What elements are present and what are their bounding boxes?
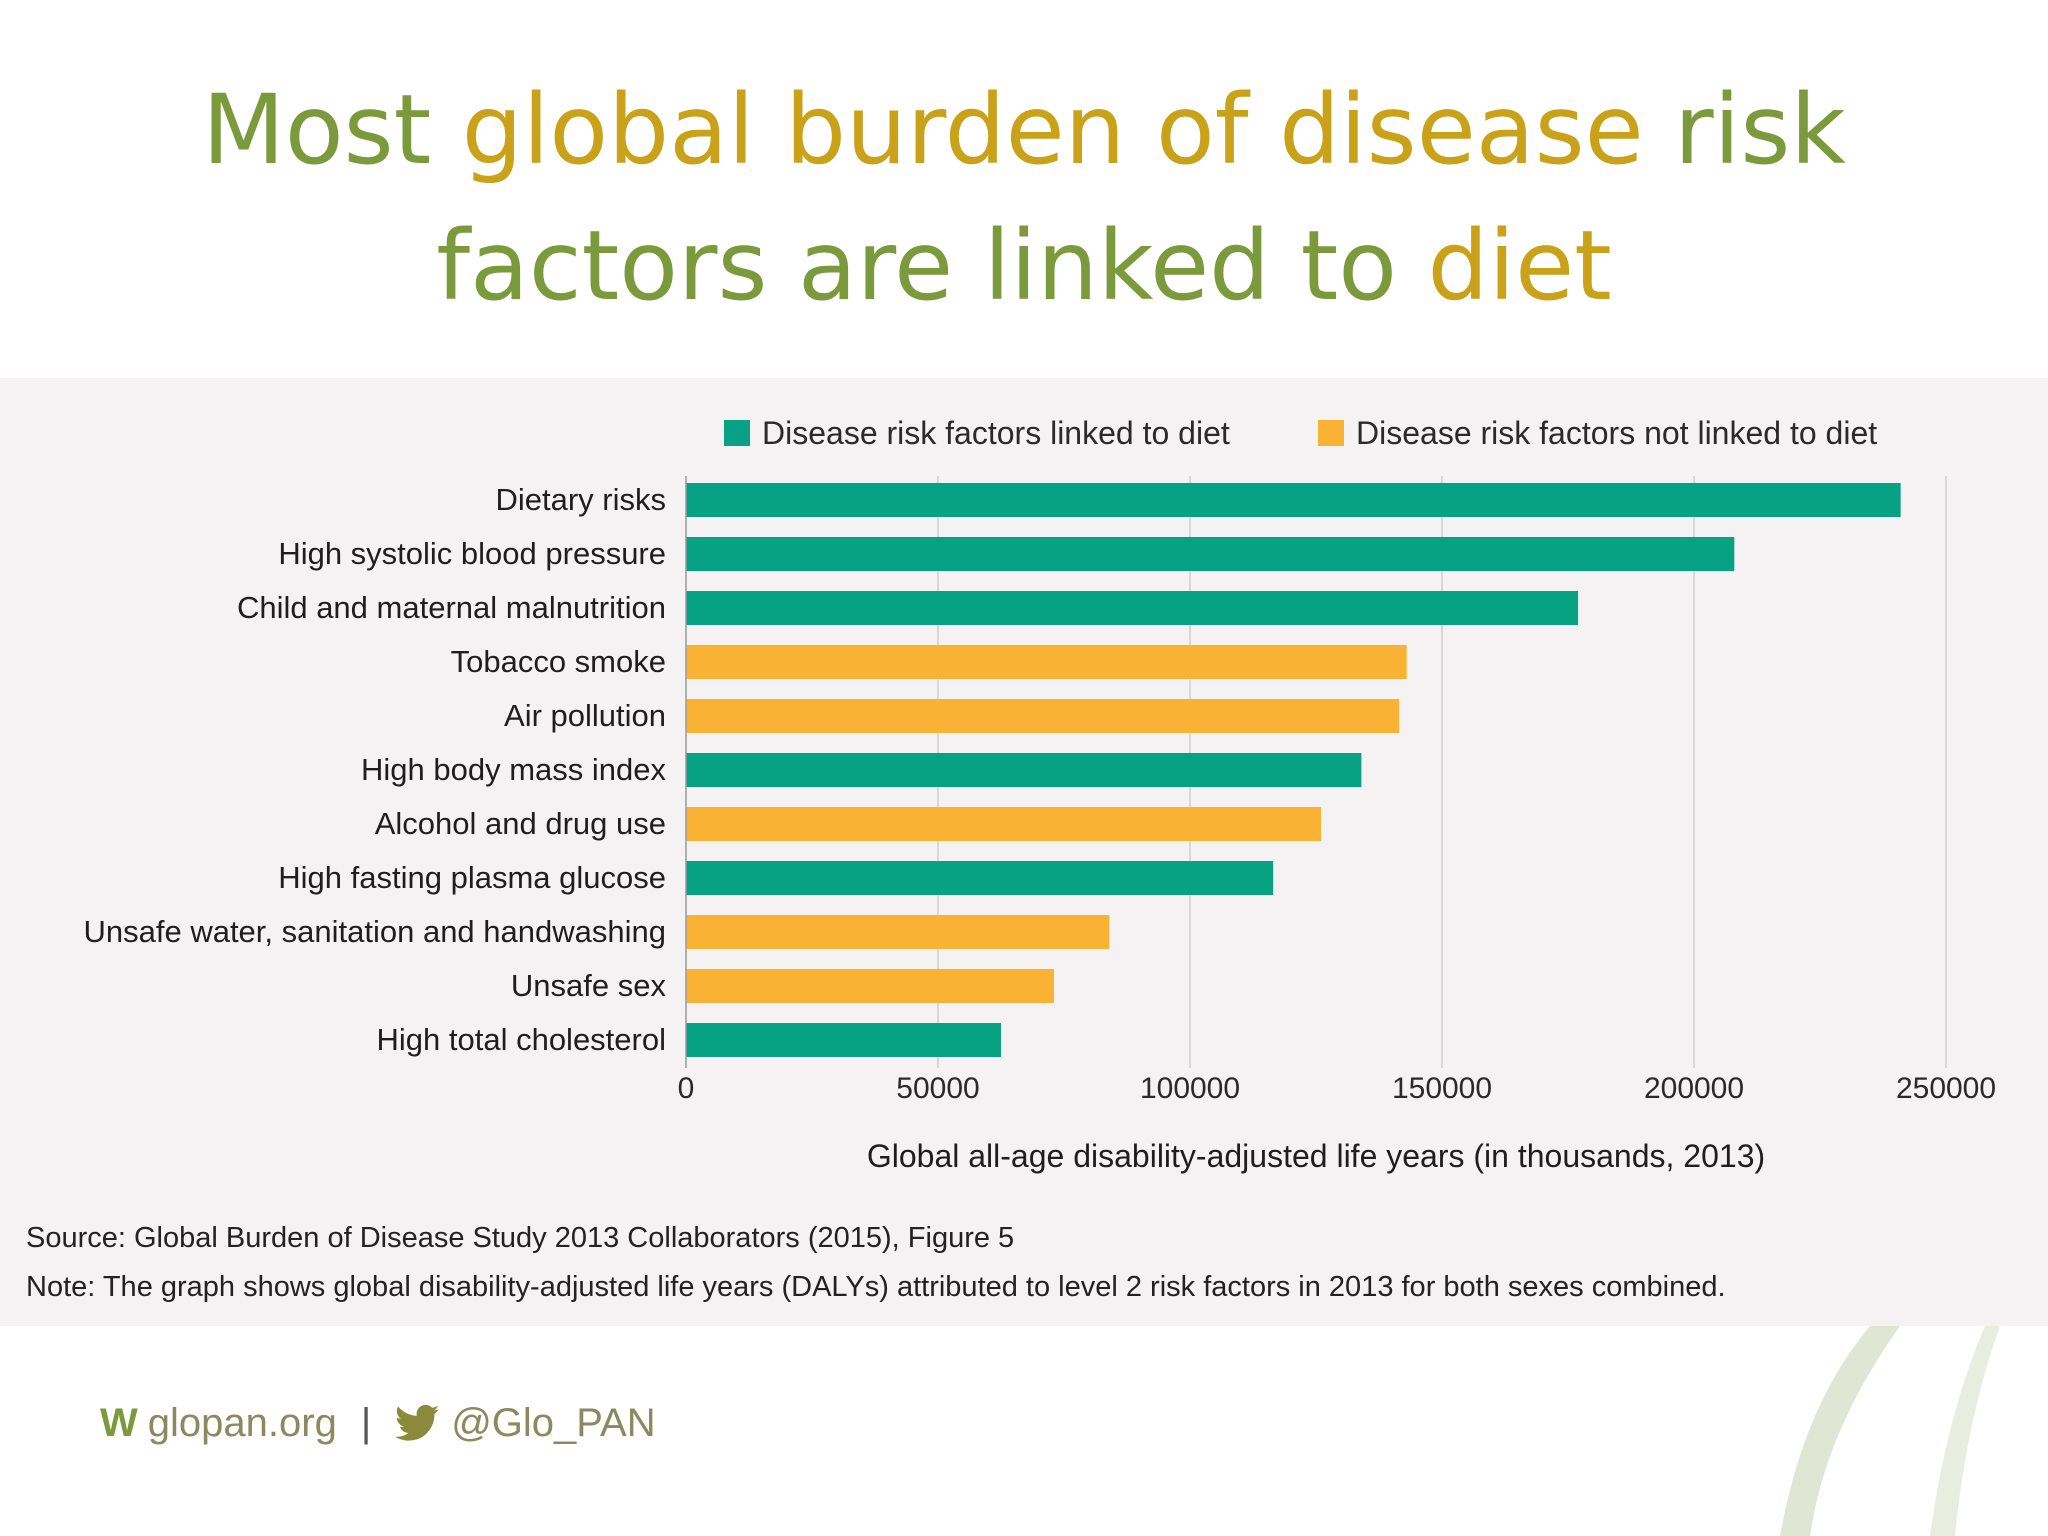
category-label: High fasting plasma glucose <box>278 860 666 895</box>
title-line-1: Most global burden of disease risk <box>0 62 2048 198</box>
footer: W glopan.org | @Glo_PAN <box>100 1395 656 1451</box>
category-label: Alcohol and drug use <box>374 806 666 841</box>
x-tick-label: 50000 <box>896 1072 980 1105</box>
title-text: factors are linked to <box>436 210 1428 322</box>
title-line-2: factors are linked to diet <box>0 198 2048 334</box>
category-label: Tobacco smoke <box>450 644 666 679</box>
title-highlight: global burden of disease <box>461 74 1644 186</box>
x-tick-label: 150000 <box>1391 1072 1493 1105</box>
x-tick-label: 0 <box>677 1072 695 1105</box>
legend-swatch-not-diet <box>1318 420 1344 446</box>
bar-high-fasting-plasma-glucose <box>686 861 1274 895</box>
category-label: High systolic blood pressure <box>278 536 666 571</box>
bar-alcohol-and-drug-use <box>686 807 1322 841</box>
legend-label-diet: Disease risk factors linked to diet <box>762 414 1230 451</box>
twitter-handle[interactable]: @Glo_PAN <box>451 1400 656 1445</box>
source-note: Source: Global Burden of Disease Study 2… <box>26 1222 1015 1254</box>
legend-label-not-diet: Disease risk factors not linked to diet <box>1356 414 1878 451</box>
legend-item-not-diet: Disease risk factors not linked to diet <box>1318 413 1877 453</box>
bar-unsafe-sex <box>686 969 1054 1003</box>
x-tick-label: 250000 <box>1895 1072 1997 1105</box>
explanatory-note: Note: The graph shows global disability-… <box>26 1271 1726 1303</box>
x-axis-title: Global all-age disability-adjusted life … <box>866 1138 1766 1174</box>
legend-item-diet: Disease risk factors linked to diet <box>724 413 1230 453</box>
category-label: High total cholesterol <box>376 1022 667 1057</box>
category-label: High body mass index <box>361 752 666 787</box>
bar-dietary-risks <box>686 483 1901 517</box>
website-link[interactable]: glopan.org <box>147 1400 337 1445</box>
title-text: risk <box>1643 74 1846 186</box>
leaf-decoration <box>1780 1326 2000 1536</box>
slide-title: Most global burden of disease risk facto… <box>0 62 2048 334</box>
bar-high-total-cholesterol <box>686 1023 1001 1057</box>
title-text: Most <box>202 74 462 186</box>
legend-swatch-diet <box>724 420 750 446</box>
web-icon: W <box>100 1400 138 1445</box>
title-highlight: diet <box>1427 210 1612 322</box>
bar-tobacco-smoke <box>686 645 1407 679</box>
category-label: Unsafe sex <box>510 968 666 1003</box>
x-tick-label: 100000 <box>1139 1072 1241 1105</box>
bird-icon <box>395 1404 440 1441</box>
bar-child-and-maternal-malnutrition <box>686 591 1579 625</box>
bar-high-systolic-blood-pressure <box>686 537 1735 571</box>
bar-high-body-mass-index <box>686 753 1362 787</box>
footer-separator: | <box>360 1400 372 1445</box>
category-label: Child and maternal malnutrition <box>236 590 666 625</box>
bar-air-pollution <box>686 699 1400 733</box>
chart-panel <box>0 378 2048 1326</box>
bar-unsafe-water-sanitation-and-handwashing <box>686 915 1110 949</box>
x-tick-label: 200000 <box>1643 1072 1745 1105</box>
category-label: Unsafe water, sanitation and handwashing <box>83 914 666 949</box>
category-label: Dietary risks <box>495 482 666 517</box>
category-label: Air pollution <box>504 698 666 733</box>
